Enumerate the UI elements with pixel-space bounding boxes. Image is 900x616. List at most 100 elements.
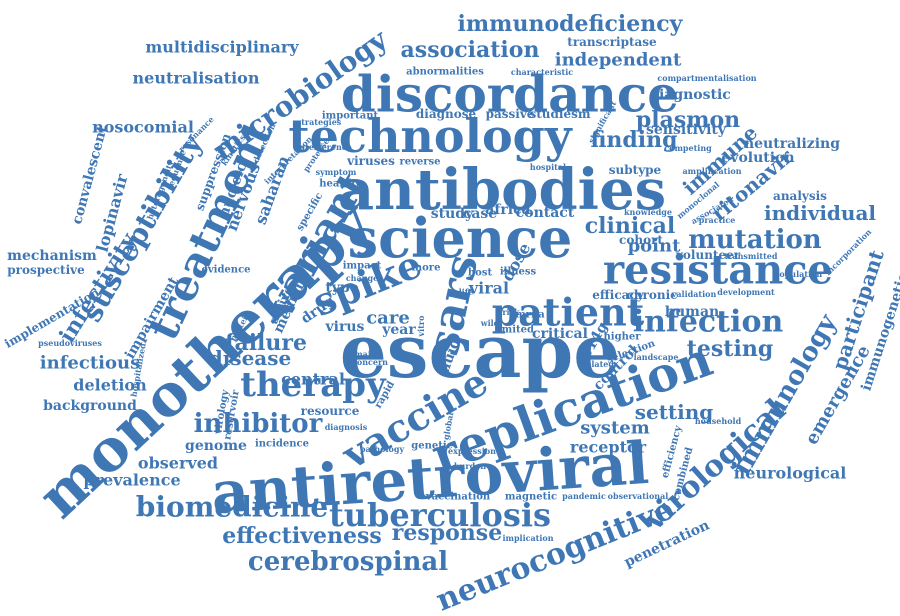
cloud-word-landscape: landscape	[634, 352, 679, 362]
cloud-word-critical: critical	[532, 326, 588, 342]
cloud-word-setting: setting	[635, 400, 714, 424]
cloud-word-infectious: infectious	[40, 353, 140, 374]
cloud-word-abnormalities: abnormalities	[406, 67, 484, 78]
cloud-word-domain: domain	[343, 349, 377, 359]
cloud-word-incidence: incidence	[255, 439, 309, 450]
cloud-word-passive: passive	[486, 107, 535, 121]
cloud-word-healthy: healthy	[319, 179, 362, 190]
cloud-word-life: life	[459, 287, 474, 297]
cloud-word-illness: illness	[500, 267, 537, 278]
cloud-word-case: case	[463, 206, 497, 222]
cloud-word-infection: infection	[633, 305, 784, 340]
cloud-word-prospective: prospective	[7, 263, 85, 277]
cloud-word-magnetic: magnetic	[505, 492, 557, 503]
cloud-word-wild: wild	[480, 318, 500, 328]
cloud-word-genome: genome	[185, 438, 247, 454]
cloud-word-vitro: vitro	[416, 315, 426, 338]
cloud-word-central: central	[281, 370, 345, 389]
cloud-word-more: more	[412, 263, 441, 274]
cloud-word-population: population	[774, 269, 823, 279]
cloud-word-resistance: resistance	[603, 247, 833, 294]
cloud-word-diagnosis: diagnosis	[325, 422, 368, 432]
cloud-word-vaccination: vaccination	[425, 492, 491, 503]
cloud-word-amplification: amplification	[682, 166, 741, 176]
cloud-word-independent: independent	[555, 50, 682, 71]
cloud-word-point: point	[628, 236, 682, 257]
cloud-word-contact: contact	[516, 205, 575, 221]
cloud-word-host: host	[468, 268, 493, 279]
cloud-word-year: year	[381, 322, 416, 338]
cloud-word-competing: competing	[664, 143, 712, 153]
cloud-word-viral: viral	[468, 279, 509, 298]
cloud-word-observed: observed	[138, 454, 218, 473]
cloud-word-cerebrospinal: cerebrospinal	[248, 547, 448, 577]
cloud-word-neutralisation: neutralisation	[133, 69, 260, 88]
cloud-word-testing: testing	[687, 336, 773, 362]
cloud-word-diagnose: diagnose	[416, 107, 477, 121]
cloud-word-patient: patient	[492, 290, 645, 335]
cloud-word-change: change	[346, 273, 378, 283]
cloud-word-system: system	[580, 418, 650, 439]
cloud-word-inhibitor: inhibitor	[194, 409, 323, 439]
cloud-word-sensitivity: sensitivity	[646, 122, 727, 138]
cloud-word-volunteer: volunteer	[675, 248, 741, 262]
cloud-word-transcriptase: transcriptase	[567, 35, 657, 49]
cloud-word-expression: expression	[448, 446, 496, 456]
cloud-word-burden: burden	[454, 461, 486, 471]
cloud-word-risk: risk	[502, 307, 520, 317]
cloud-word-characteristic: characteristic	[511, 67, 573, 77]
cloud-word-limited: limited	[494, 325, 534, 336]
cloud-word-viruses: viruses	[346, 154, 395, 168]
cloud-word-study: study	[431, 206, 474, 222]
cloud-word-discordance: discordance	[341, 65, 679, 124]
cloud-word-individual: individual	[764, 201, 876, 225]
cloud-word-neurological: neurological	[734, 464, 847, 483]
cloud-word-human: human	[665, 304, 719, 320]
cloud-word-subtype: subtype	[609, 163, 662, 177]
cloud-word-failure: failure	[225, 330, 307, 356]
cloud-word-reverse: reverse	[399, 157, 440, 168]
cloud-word-transmitted: transmitted	[725, 251, 778, 261]
cloud-word-mutation: mutation	[688, 225, 821, 255]
cloud-word-efficacy: efficacy	[592, 288, 644, 302]
cloud-word-therapy: therapy	[240, 365, 387, 405]
cloud-word-receptor: receptor	[570, 438, 647, 457]
cloud-word-symptom: symptom	[316, 167, 357, 177]
cloud-word-global: global	[441, 411, 456, 440]
cloud-word-finding: finding	[590, 127, 677, 153]
cloud-word-higher: higher	[604, 332, 642, 343]
cloud-word-neutralizing: neutralizing	[744, 136, 840, 152]
cloud-word-background: background	[43, 398, 137, 414]
cloud-word-related: related	[582, 359, 614, 369]
cloud-word-plasmon: plasmon	[636, 107, 740, 133]
cloud-word-evidence: evidence	[201, 265, 250, 276]
cloud-word-association: association	[401, 37, 540, 63]
cloud-word-response: response	[392, 520, 502, 546]
cloud-word-implication: implication	[502, 533, 553, 543]
cloud-word-observational: observational	[608, 491, 669, 501]
cloud-word-clinical: clinical	[585, 213, 675, 239]
cloud-word-science: science	[348, 206, 573, 270]
cloud-word-impact: impact	[343, 261, 382, 272]
cloud-word-genetic: genetic	[411, 441, 453, 452]
cloud-word-pandemic: pandemic	[562, 491, 606, 501]
cloud-word-development: development	[717, 287, 775, 297]
cloud-word-care: care	[366, 308, 410, 329]
cloud-word-evolution: evolution	[721, 150, 794, 166]
cloud-word-resource: resource	[301, 404, 360, 418]
cloud-word-strategies: strategies	[297, 117, 342, 127]
cloud-word-multidisciplinary: multidisciplinary	[145, 38, 299, 57]
cloud-word-tuberculosis: tuberculosis	[329, 496, 551, 534]
cloud-word-chronic: chronic	[627, 288, 678, 302]
cloud-word-compartmentalisation: compartmentalisation	[657, 73, 756, 83]
cloud-word-antibodies: antibodies	[338, 157, 666, 223]
cloud-word-practice: practice	[699, 215, 736, 225]
cloud-word-immunodeficiency: immunodeficiency	[458, 11, 684, 37]
cloud-word-africa: africa	[485, 202, 530, 218]
cloud-word-type: type	[325, 280, 358, 296]
cloud-word-mrna: mrna	[515, 310, 545, 321]
cloud-word-virus: virus	[325, 319, 365, 335]
cloud-word-technology: technology	[288, 109, 572, 163]
cloud-word-knowledge: knowledge	[624, 207, 672, 217]
